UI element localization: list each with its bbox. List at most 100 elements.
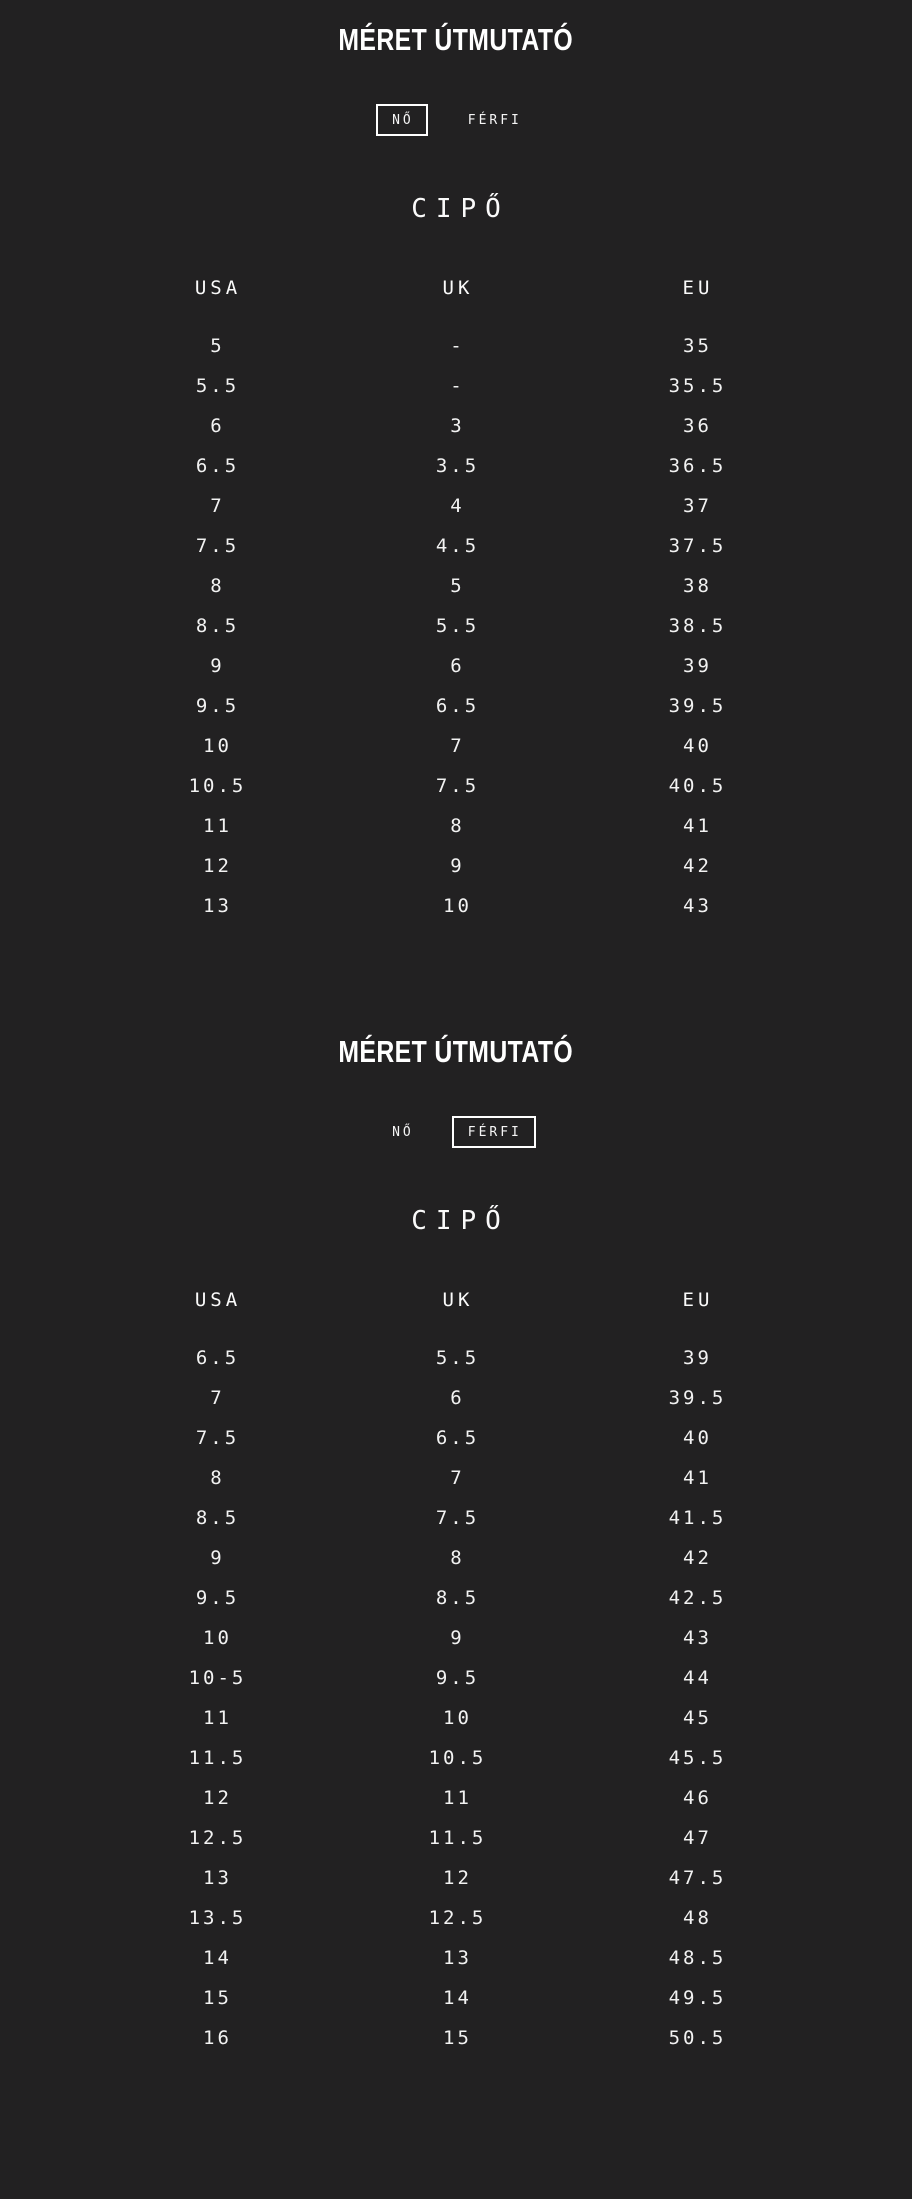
size-cell: 43 <box>683 895 712 917</box>
size-cell: 13.5 <box>188 1907 247 1929</box>
size-cell: 40 <box>683 1427 712 1449</box>
size-cell: 47.5 <box>668 1867 727 1889</box>
table-row: 10 9 43 <box>96 1618 816 1658</box>
size-cell: 3.5 <box>435 455 480 477</box>
size-cell: 12 <box>203 1787 232 1809</box>
size-cell: 8 <box>450 815 465 837</box>
size-cell: 44 <box>683 1667 712 1689</box>
size-cell: 6.5 <box>435 695 480 717</box>
size-cell: 6 <box>450 1387 465 1409</box>
table-row: 7.5 6.5 40 <box>96 1418 816 1458</box>
size-cell: 9 <box>210 1547 225 1569</box>
size-cell: 12 <box>203 855 232 877</box>
size-cell: 5.5 <box>435 615 480 637</box>
size-cell: 8.5 <box>195 1507 240 1529</box>
size-cell: 13 <box>203 895 232 917</box>
tab-ferfi[interactable]: FÉRFI <box>452 104 536 136</box>
size-cell: 38 <box>683 575 712 597</box>
size-cell: 4 <box>450 495 465 517</box>
size-cell: 41.5 <box>668 1507 727 1529</box>
table-row: 11 10 45 <box>96 1698 816 1738</box>
table-row: 14 13 48.5 <box>96 1938 816 1978</box>
table-row: 7 4 37 <box>96 486 816 526</box>
table-row: 10-5 9.5 44 <box>96 1658 816 1698</box>
size-cell: 5.5 <box>435 1347 480 1369</box>
table-row: 9.5 8.5 42.5 <box>96 1578 816 1618</box>
size-cell: 10-5 <box>188 1667 247 1689</box>
tab-no[interactable]: NŐ <box>376 1116 428 1148</box>
section-title-text: MÉRET ÚTMUTATÓ <box>338 1034 574 1069</box>
size-cell: 50.5 <box>668 2027 727 2049</box>
size-cell: 39.5 <box>668 695 727 717</box>
size-cell: 16 <box>203 2027 232 2049</box>
size-cell: 48 <box>683 1907 712 1929</box>
size-cell: 14 <box>203 1947 232 1969</box>
table-body: 5-35 5.5-35.5 6 3 36 6.5 3.5 36.5 7 4 37 7.5 4.5 37.5… <box>96 326 816 926</box>
table-row: 6.5 5.5 39 <box>96 1338 816 1378</box>
size-cell: 35.5 <box>668 375 727 397</box>
size-cell: 10 <box>443 1707 472 1729</box>
size-cell: 10.5 <box>428 1747 487 1769</box>
size-cell: 5 <box>210 335 225 357</box>
size-cell: 14 <box>443 1987 472 2009</box>
size-cell: 6.5 <box>435 1427 480 1449</box>
table-row: 5 - 35 <box>96 326 816 366</box>
size-cell: 12.5 <box>428 1907 487 1929</box>
size-cell: 9.5 <box>435 1667 480 1689</box>
size-cell: 35 <box>683 335 712 357</box>
table-row: 11 8 41 <box>96 806 816 846</box>
size-cell: 11 <box>203 1707 232 1729</box>
size-cell: 7.5 <box>435 775 480 797</box>
table-row: 7.5 4.5 37.5 <box>96 526 816 566</box>
size-cell: 41 <box>683 1467 712 1489</box>
size-cell: 8.5 <box>195 615 240 637</box>
size-cell: 11 <box>443 1787 472 1809</box>
table-header-row: USA UK EU <box>96 1288 816 1312</box>
size-guide-section-women: MÉRET ÚTMUTATÓ NŐ FÉRFI CIPŐ USA UK EU 5… <box>96 22 816 926</box>
gender-tabs: NŐ FÉRFI <box>96 1116 816 1148</box>
size-cell: 10 <box>203 735 232 757</box>
size-cell: - <box>450 335 465 357</box>
table-row: 12 11 46 <box>96 1778 816 1818</box>
size-cell: 6 <box>210 415 225 437</box>
size-cell: 43 <box>683 1627 712 1649</box>
table-row: 12 9 42 <box>96 846 816 886</box>
size-guide-section-men: MÉRET ÚTMUTATÓ NŐ FÉRFI CIPŐ USA UK EU 6… <box>96 1034 816 2058</box>
table-row: 13.5 12.5 48 <box>96 1898 816 1938</box>
table-row: 8 5 38 <box>96 566 816 606</box>
table-row: 9 8 42 <box>96 1538 816 1578</box>
column-header-uk: UK <box>442 1289 474 1311</box>
size-cell: 10 <box>443 895 472 917</box>
column-header-usa: USA <box>194 277 242 299</box>
size-cell: 42 <box>683 855 712 877</box>
tab-ferfi[interactable]: FÉRFI <box>451 1116 536 1148</box>
size-cell: 3 <box>450 415 465 437</box>
table-row: 9.5 6.5 39.5 <box>96 686 816 726</box>
size-cell: 6.5 <box>195 1347 240 1369</box>
table-row: 16 15 50.5 <box>96 2018 816 2058</box>
table-row: 8.5 5.5 38.5 <box>96 606 816 646</box>
table-row: 8.5 7.5 41.5 <box>96 1498 816 1538</box>
column-header-uk: UK <box>442 277 474 299</box>
size-cell: - <box>450 375 465 397</box>
size-cell: 49.5 <box>668 1987 727 2009</box>
size-cell: 9 <box>450 1627 465 1649</box>
size-cell: 13 <box>443 1947 472 1969</box>
size-cell: 5.5 <box>195 375 240 397</box>
size-cell: 45 <box>683 1707 712 1729</box>
category-title: CIPŐ <box>411 1206 510 1236</box>
size-cell: 11.5 <box>428 1827 487 1849</box>
size-cell: 47 <box>683 1827 712 1849</box>
table-row: 12.5 11.5 47 <box>96 1818 816 1858</box>
size-cell: 42 <box>683 1547 712 1569</box>
table-row: 6 3 36 <box>96 406 816 446</box>
tab-no[interactable]: NŐ <box>376 104 428 136</box>
size-cell: 45.5 <box>668 1747 727 1769</box>
size-cell: 36 <box>683 415 712 437</box>
size-cell: 15 <box>203 1987 232 2009</box>
size-cell: 7.5 <box>435 1507 480 1529</box>
size-cell: 4.5 <box>435 535 480 557</box>
size-cell: 12 <box>443 1867 472 1889</box>
size-cell: 10 <box>203 1627 232 1649</box>
size-cell: 39.5 <box>668 1387 727 1409</box>
